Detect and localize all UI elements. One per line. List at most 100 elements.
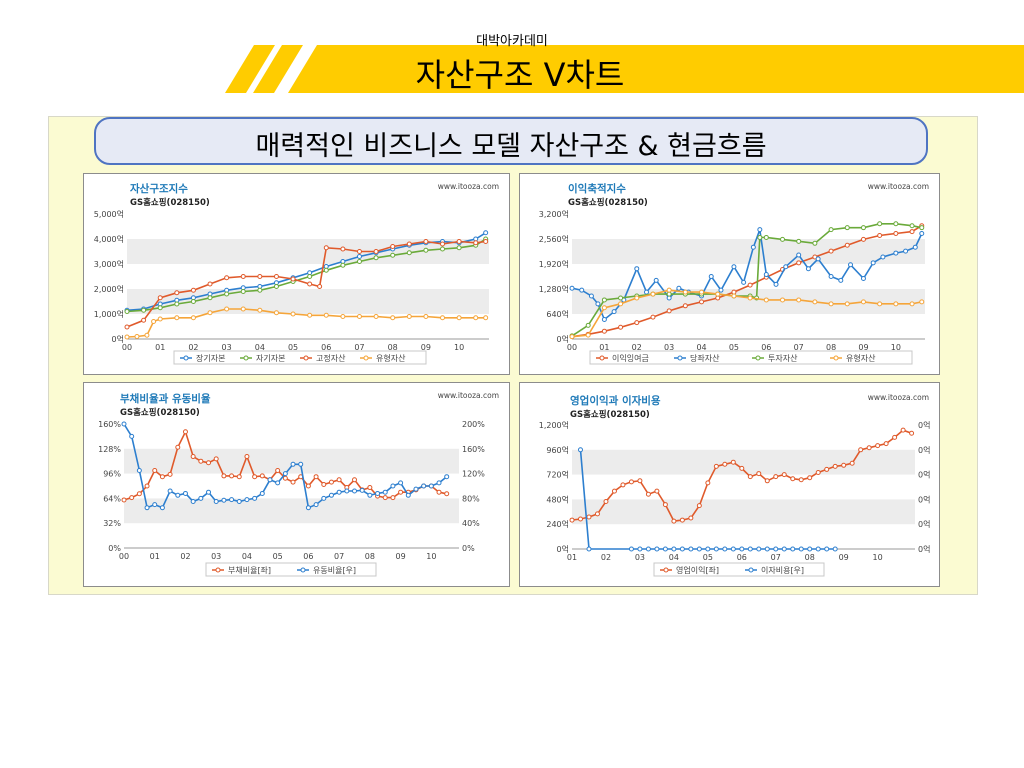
data-point xyxy=(436,480,442,486)
data-point xyxy=(373,255,379,261)
data-point xyxy=(174,301,180,307)
data-point xyxy=(828,274,834,279)
grid-band xyxy=(124,498,459,524)
chart-source: www.itooza.com xyxy=(437,182,499,191)
x-tick-label: 03 xyxy=(664,343,674,352)
data-point xyxy=(440,241,446,247)
data-point xyxy=(182,429,188,435)
data-point xyxy=(340,314,346,319)
data-point xyxy=(781,472,787,478)
data-point xyxy=(807,475,813,481)
y-tick-label: 128% xyxy=(98,445,121,454)
data-point xyxy=(848,262,854,268)
x-tick-label: 09 xyxy=(839,553,849,562)
x-tick-label: 05 xyxy=(273,552,283,561)
data-point xyxy=(136,468,142,473)
y2-tick-label: 120% xyxy=(462,470,485,479)
data-point xyxy=(645,491,651,497)
data-point xyxy=(757,227,763,233)
data-point xyxy=(688,546,694,552)
data-point xyxy=(121,497,127,503)
data-point xyxy=(650,291,656,297)
data-point xyxy=(696,546,702,552)
chart-panel-profit-accumulation: 이익축적지수 GS홈쇼핑(028150) www.itooza.com 0억 64… xyxy=(519,173,940,375)
data-point xyxy=(152,468,158,473)
data-point xyxy=(637,546,643,552)
y-tick-label: 1,280억 xyxy=(539,284,569,294)
data-point xyxy=(796,252,802,258)
data-point xyxy=(705,546,711,552)
legend-marker xyxy=(303,355,309,361)
data-point xyxy=(699,299,705,305)
x-tick-label: 02 xyxy=(632,343,642,352)
legend-label: 유형자산 xyxy=(846,353,876,363)
x-tick-label: 06 xyxy=(321,343,331,352)
data-point xyxy=(756,546,762,552)
data-point xyxy=(620,482,626,488)
y-tick-label: 0억 xyxy=(112,334,124,344)
data-point xyxy=(198,458,204,464)
data-point xyxy=(129,495,135,501)
data-point xyxy=(870,260,876,266)
data-point xyxy=(781,546,787,552)
y-tick-label: 1,920억 xyxy=(539,259,569,269)
data-point xyxy=(174,290,180,296)
data-point xyxy=(290,276,296,282)
data-point xyxy=(815,470,821,476)
data-point xyxy=(136,491,142,497)
data-point xyxy=(290,461,296,467)
legend-marker xyxy=(663,567,669,573)
chart-title: 부채비율과 유동비율 xyxy=(120,393,211,405)
y-tick-label: 3,200억 xyxy=(539,209,569,219)
x-tick-label: 05 xyxy=(703,553,713,562)
data-point xyxy=(812,240,818,246)
data-point xyxy=(730,459,736,465)
slide-subtitle: 대박아카데미 xyxy=(476,34,548,49)
data-point xyxy=(144,505,150,511)
data-point xyxy=(594,511,600,517)
x-tick-label: 02 xyxy=(180,552,190,561)
data-point xyxy=(815,546,821,552)
legend-label: 고정자산 xyxy=(316,353,346,363)
data-point xyxy=(611,309,617,315)
data-point xyxy=(406,241,412,247)
y2-tick-label: 0억 xyxy=(918,544,930,554)
data-point xyxy=(731,264,737,270)
data-point xyxy=(307,281,313,287)
data-point xyxy=(273,310,279,316)
data-point xyxy=(671,518,677,524)
x-tick-label: 05 xyxy=(729,343,739,352)
data-point xyxy=(838,277,844,283)
data-point xyxy=(893,231,899,237)
data-point xyxy=(323,312,329,318)
series-line xyxy=(126,240,486,328)
data-point xyxy=(144,332,150,338)
data-point xyxy=(290,311,296,317)
x-tick-label: 07 xyxy=(334,552,344,561)
data-point xyxy=(671,546,677,552)
data-point xyxy=(398,489,404,495)
data-point xyxy=(696,503,702,509)
data-point xyxy=(780,236,786,242)
y2-tick-label: 0억 xyxy=(918,445,930,455)
data-point xyxy=(259,473,265,479)
data-point xyxy=(356,259,362,264)
data-point xyxy=(190,454,196,460)
data-point xyxy=(328,479,334,485)
data-point xyxy=(643,289,649,295)
data-point xyxy=(877,221,883,227)
data-point xyxy=(157,295,163,301)
data-point xyxy=(124,309,130,314)
headline: 매력적인 비즈니스 모델 자산구조 & 현금흐름 xyxy=(255,131,767,162)
data-point xyxy=(190,287,196,293)
x-tick-label: 00 xyxy=(119,552,129,561)
data-point xyxy=(866,445,872,451)
x-tick-label: 01 xyxy=(155,343,165,352)
data-point xyxy=(731,289,737,295)
x-tick-label: 06 xyxy=(303,552,313,561)
data-point xyxy=(221,473,227,479)
data-point xyxy=(275,468,281,473)
data-point xyxy=(328,492,334,498)
data-point xyxy=(705,480,711,486)
